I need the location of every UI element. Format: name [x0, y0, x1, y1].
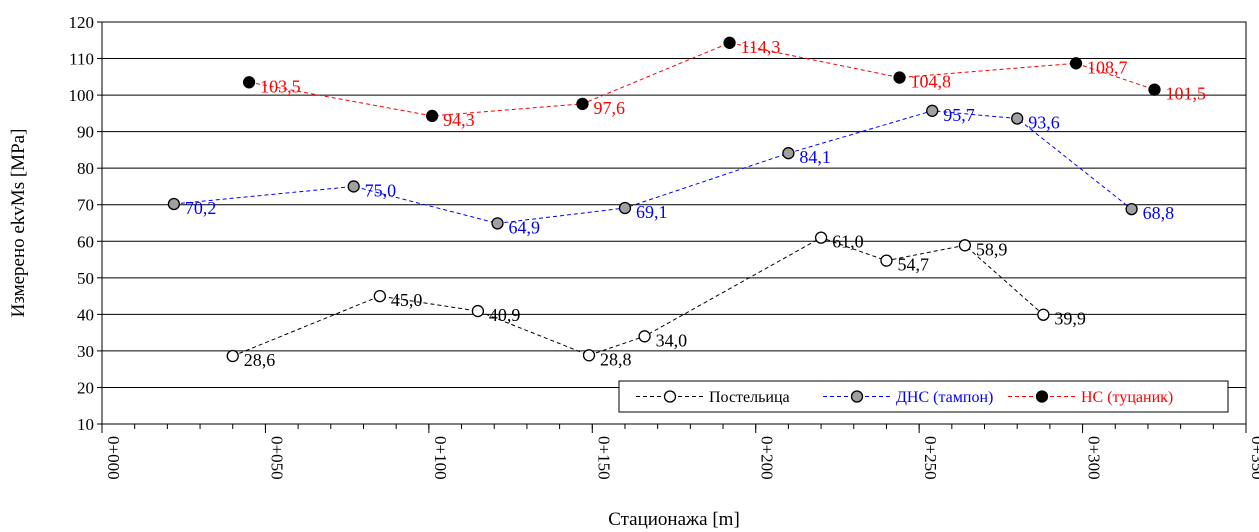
legend-entry: Постельица [709, 389, 790, 406]
legend-marker [1035, 390, 1049, 403]
y-tick-label: 10 [77, 415, 94, 434]
y-tick-label: 90 [77, 123, 94, 142]
series-line-2 [173, 110, 1132, 224]
data-point [576, 97, 589, 111]
data-label: 114,3 [741, 37, 781, 57]
data-point [638, 330, 651, 343]
data-point [347, 180, 360, 193]
y-tick-label: 80 [77, 159, 94, 178]
y-tick-label: 120 [69, 13, 95, 32]
data-label: 58,9 [976, 239, 1008, 259]
data-label: 97,6 [593, 98, 625, 118]
data-point [893, 71, 906, 84]
x-tick-label: 0+250 [921, 436, 940, 480]
data-point [814, 231, 828, 244]
data-point [958, 239, 972, 252]
data-point [782, 147, 795, 160]
legend-box [618, 380, 1229, 413]
legend-marker [663, 390, 677, 403]
x-tick-label: 0+200 [758, 436, 777, 480]
data-point [1011, 112, 1024, 125]
data-label: 45,0 [391, 290, 423, 310]
x-tick-label: 0+000 [104, 436, 123, 480]
data-label: 101,5 [1165, 84, 1206, 104]
y-axis: 10 20 30 40 50 60 70 80 90 100 110 120 [69, 13, 102, 434]
legend-entry: НС (туцаник) [1081, 389, 1173, 406]
data-point [926, 104, 939, 117]
data-label: 64,9 [508, 217, 540, 237]
data-point [491, 217, 504, 230]
data-point [373, 289, 386, 303]
y-tick-label: 30 [77, 342, 94, 361]
data-point [582, 349, 596, 362]
data-point [226, 349, 239, 363]
x-tick-label: 0+150 [594, 436, 613, 480]
data-point [1125, 202, 1138, 216]
x-tick-label: 0+100 [431, 436, 450, 480]
grid [102, 58, 1246, 388]
data-point [880, 254, 893, 267]
y-tick-label: 60 [77, 232, 94, 251]
data-label: 70,2 [185, 198, 217, 218]
data-label: 34,0 [656, 330, 688, 350]
x-axis: 0+000 0+050 0+100 0+150 0+200 0+250 0+300 0+350 [101, 424, 1259, 480]
y-tick-label: 40 [77, 305, 94, 324]
data-point [1037, 308, 1050, 321]
data-label: 84,1 [799, 147, 831, 167]
data-point [167, 197, 181, 211]
data-point [471, 304, 485, 318]
data-label: 39,9 [1054, 309, 1086, 329]
data-label: 108,7 [1087, 57, 1128, 77]
data-label: 68,8 [1143, 203, 1175, 223]
data-label: 28,8 [600, 349, 632, 369]
data-label: 104,8 [911, 72, 952, 92]
data-label: 95,7 [943, 105, 975, 125]
data-label: 94,3 [443, 110, 475, 130]
y-tick-label: 50 [77, 269, 94, 288]
y-tick-label: 20 [77, 378, 94, 397]
x-tick-label: 0+050 [267, 436, 286, 480]
data-point [425, 109, 439, 123]
legend-entry: ДНС (тампон) [896, 389, 993, 406]
data-label: 54,7 [897, 255, 929, 275]
series-line-3 [248, 42, 1155, 117]
data-label: 61,0 [832, 232, 864, 252]
y-axis-title: Измерено ekvMs [MPa] [8, 129, 29, 318]
data-labels: 28,6 45,0 40,9 28,8 34,0 61,0 54,7 58,9 39,9 70,2… [185, 37, 1206, 370]
plot-area [101, 21, 1247, 425]
x-tick-label: 0+300 [1085, 436, 1104, 480]
data-point [1069, 57, 1083, 70]
data-label: 103,5 [260, 76, 301, 96]
y-tick-label: 100 [69, 86, 95, 105]
x-axis-title: Стационажа [m] [608, 509, 740, 530]
data-point [723, 36, 736, 49]
data-point [242, 76, 256, 89]
data-label: 69,1 [636, 202, 668, 222]
data-label: 93,6 [1028, 112, 1060, 132]
data-point [1148, 83, 1161, 96]
legend-marker [850, 390, 864, 403]
data-label: 75,0 [365, 180, 397, 200]
data-label: 40,9 [489, 305, 521, 325]
series-group [167, 36, 1161, 363]
data-label: 28,6 [244, 350, 276, 370]
legend: Постельица ДНС (тампон) НС (туцаник) [618, 380, 1229, 413]
data-point [618, 201, 632, 215]
x-tick-label: 0+350 [1248, 436, 1259, 480]
y-tick-label: 70 [77, 196, 94, 215]
y-tick-label: 110 [69, 50, 94, 69]
